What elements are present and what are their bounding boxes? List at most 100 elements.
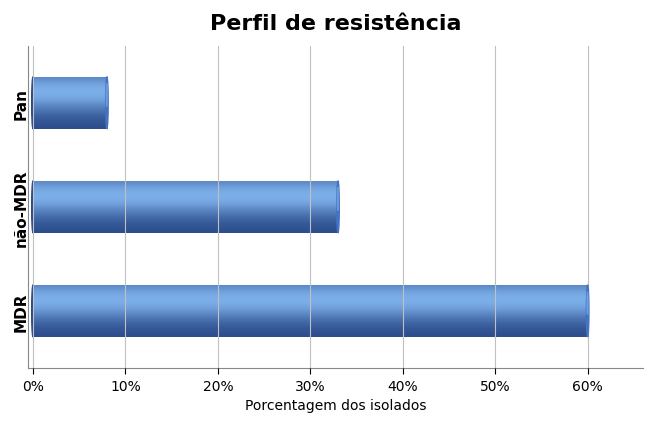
Bar: [33, 203, 338, 204]
Bar: [33, 121, 107, 122]
Bar: [33, 221, 338, 222]
Bar: [33, 81, 107, 82]
Bar: [33, 232, 338, 233]
Bar: [33, 201, 338, 202]
Bar: [33, 301, 587, 302]
Bar: [33, 212, 338, 213]
Bar: [33, 121, 107, 122]
Ellipse shape: [337, 181, 339, 233]
Bar: [33, 218, 338, 219]
Ellipse shape: [337, 188, 338, 211]
Bar: [33, 210, 338, 211]
Bar: [33, 87, 107, 88]
Bar: [33, 127, 107, 128]
Bar: [33, 285, 587, 286]
Bar: [33, 92, 107, 93]
Bar: [33, 182, 338, 183]
Bar: [33, 301, 587, 302]
Bar: [33, 88, 107, 89]
Bar: [33, 94, 107, 95]
Bar: [33, 120, 107, 121]
Bar: [33, 89, 107, 90]
Bar: [33, 120, 107, 121]
Ellipse shape: [586, 285, 589, 337]
Bar: [33, 220, 338, 221]
Bar: [33, 320, 587, 321]
Bar: [33, 186, 338, 187]
Bar: [33, 91, 107, 92]
Bar: [33, 125, 107, 126]
Bar: [33, 114, 107, 115]
Bar: [33, 226, 338, 227]
Bar: [33, 99, 107, 100]
Bar: [33, 227, 338, 228]
Bar: [33, 297, 587, 298]
Bar: [33, 86, 107, 87]
Bar: [33, 196, 338, 197]
Bar: [33, 184, 338, 185]
Bar: [33, 194, 338, 195]
Bar: [33, 96, 107, 97]
Bar: [33, 109, 107, 110]
Bar: [33, 123, 107, 124]
Bar: [33, 107, 107, 108]
Bar: [33, 318, 587, 319]
Bar: [33, 95, 107, 96]
Bar: [33, 333, 587, 334]
Bar: [33, 119, 107, 120]
Bar: [33, 190, 338, 191]
Bar: [33, 287, 587, 288]
Bar: [33, 305, 587, 306]
Bar: [33, 328, 587, 329]
Bar: [33, 94, 107, 95]
Ellipse shape: [587, 292, 588, 315]
Bar: [33, 216, 338, 217]
Bar: [33, 317, 587, 318]
Bar: [33, 111, 107, 112]
Bar: [33, 105, 107, 106]
Bar: [33, 90, 107, 91]
Bar: [33, 323, 587, 324]
Bar: [33, 310, 587, 311]
Bar: [33, 95, 107, 96]
Bar: [33, 292, 587, 293]
Bar: [33, 100, 107, 101]
Bar: [33, 182, 338, 183]
Bar: [33, 319, 587, 320]
Bar: [33, 336, 587, 337]
Bar: [33, 321, 587, 322]
Bar: [33, 228, 338, 229]
Bar: [33, 219, 338, 220]
Bar: [33, 195, 338, 196]
Bar: [33, 187, 338, 188]
Bar: [33, 222, 338, 223]
Bar: [33, 84, 107, 85]
Bar: [33, 296, 587, 297]
Bar: [33, 327, 587, 328]
Ellipse shape: [32, 285, 34, 337]
Bar: [33, 289, 587, 290]
Bar: [33, 322, 587, 323]
Bar: [33, 213, 338, 214]
Bar: [33, 214, 338, 215]
Bar: [33, 193, 338, 194]
Bar: [33, 84, 107, 85]
Bar: [33, 298, 587, 299]
Bar: [33, 204, 338, 205]
Bar: [33, 296, 587, 297]
Bar: [33, 336, 587, 337]
Bar: [33, 329, 587, 330]
Bar: [33, 197, 338, 198]
Bar: [33, 312, 587, 313]
Bar: [33, 223, 338, 224]
Bar: [33, 306, 587, 307]
Bar: [33, 300, 587, 301]
Bar: [33, 308, 587, 309]
Bar: [33, 102, 107, 103]
Bar: [33, 307, 587, 308]
Bar: [33, 110, 107, 111]
Bar: [33, 293, 587, 294]
Bar: [33, 189, 338, 190]
Bar: [33, 326, 587, 327]
Bar: [33, 192, 338, 193]
